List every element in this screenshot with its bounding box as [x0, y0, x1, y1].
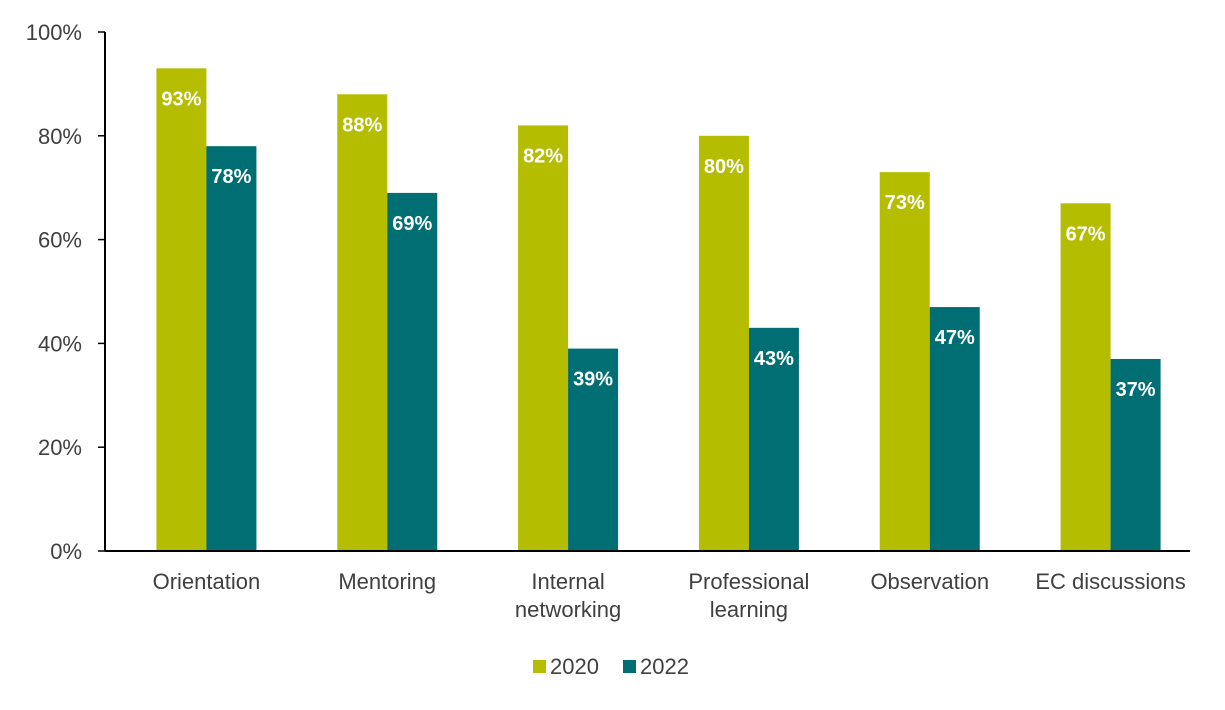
bar-2022-0: [206, 146, 257, 551]
x-tick-label: Internal networking: [515, 569, 621, 622]
x-tick-label: Mentoring: [338, 569, 436, 594]
data-label-2022-5: 37%: [1116, 379, 1156, 401]
data-label-2020-2: 82%: [523, 145, 563, 167]
bar-2022-3: [748, 327, 799, 551]
bar-2022-4: [929, 307, 980, 551]
legend-swatch-2022: [623, 660, 636, 673]
x-axis: Orientation Mentoring Internal networking Pr…: [105, 550, 1190, 622]
bar-2020-4: [879, 172, 930, 551]
x-tick-label: EC discussions: [1035, 569, 1185, 594]
data-label-2020-3: 80%: [704, 156, 744, 178]
y-tick-label: 20%: [38, 435, 82, 460]
data-label-2022-2: 39%: [573, 369, 613, 391]
legend-label-2020: 2020: [550, 654, 599, 679]
bar-2022-2: [568, 348, 619, 551]
bar-2022-1: [387, 192, 438, 551]
data-label-2020-5: 67%: [1066, 223, 1106, 245]
bar-2022-5: [1110, 358, 1161, 551]
y-tick-label: 100%: [26, 20, 82, 45]
bar-2020-0: [156, 68, 207, 551]
data-label-2022-3: 43%: [754, 348, 794, 370]
x-tick-label: Professional learning: [688, 569, 809, 622]
bar-2020-1: [337, 94, 388, 551]
legend-swatch-2020: [533, 660, 546, 673]
bar-2020-3: [698, 135, 749, 552]
data-labels: 93% 78% 88% 69% 82% 39% 80% 43% 73% 47% 67% 37%: [161, 88, 1155, 401]
y-axis: 0% 20% 40% 60% 80% 100%: [26, 20, 106, 564]
x-tick-label: Orientation: [153, 569, 261, 594]
x-tick-label: Observation: [870, 569, 989, 594]
data-label-2022-4: 47%: [935, 327, 975, 349]
bars: [156, 68, 1161, 552]
bar-2020-2: [518, 125, 569, 552]
y-tick-label: 60%: [38, 228, 82, 253]
data-label-2020-4: 73%: [885, 192, 925, 214]
data-label-2022-1: 69%: [392, 213, 432, 235]
data-label-2022-0: 78%: [211, 166, 251, 188]
legend-label-2022: 2022: [640, 654, 689, 679]
data-label-2020-0: 93%: [161, 88, 201, 110]
y-tick-label: 0%: [50, 539, 82, 564]
y-tick-label: 80%: [38, 124, 82, 149]
legend: 2020 2022: [533, 654, 689, 679]
y-tick-label: 40%: [38, 331, 82, 356]
data-label-2020-1: 88%: [342, 114, 382, 136]
bar-2020-5: [1060, 203, 1111, 551]
